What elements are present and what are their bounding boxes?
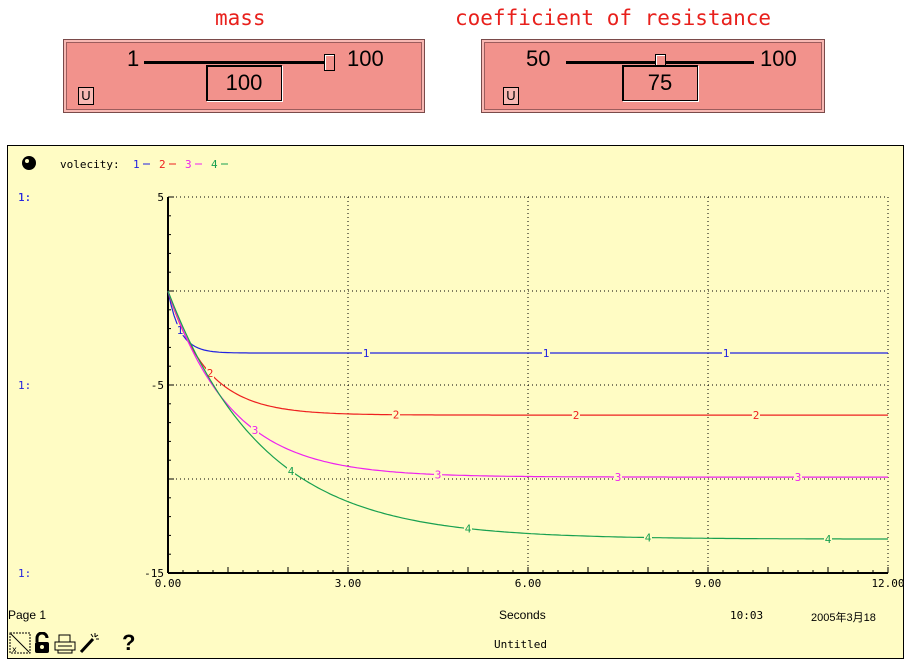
close-graph-icon[interactable]: x — [9, 632, 31, 654]
document-title: Untitled — [494, 638, 547, 651]
series-marker-bg — [542, 347, 550, 359]
series-marker-3: 3 — [252, 424, 259, 437]
series-marker-1: 1 — [723, 347, 730, 360]
y-axis-prefix: 1: — [18, 191, 31, 204]
y-tick-label: -15 — [144, 567, 164, 580]
series-marker-bg — [287, 464, 295, 476]
series-marker-bg — [614, 470, 622, 482]
time-label: 10:03 — [730, 609, 764, 622]
svg-text:x: x — [12, 645, 17, 654]
series-marker-bg — [752, 409, 760, 421]
series-marker-1: 1 — [363, 347, 370, 360]
legend-axis-prefix: 1: — [18, 191, 31, 204]
series-marker-4: 4 — [465, 523, 472, 536]
resistance-slider-title: coefficient of resistance — [455, 6, 772, 30]
series-marker-4: 4 — [825, 533, 832, 546]
y-axis-prefix: 1: — [18, 567, 31, 580]
mass-slider-title: mass — [215, 6, 266, 30]
graph-type-icon[interactable] — [22, 156, 36, 170]
series-marker-4: 4 — [288, 465, 295, 478]
series-line-3 — [167, 290, 888, 478]
mass-value-field[interactable]: 100 — [206, 65, 282, 101]
resistance-u-button[interactable]: U — [503, 87, 519, 105]
x-tick-label: 3.00 — [335, 577, 362, 590]
series-marker-3: 3 — [435, 469, 442, 482]
legend-entry-3: 3 — [185, 158, 192, 171]
legend-entry-2: 2 — [159, 158, 166, 171]
series-marker-bg — [794, 471, 802, 483]
series-marker-1: 1 — [177, 324, 184, 337]
series-marker-bg — [722, 347, 730, 359]
series-marker-2: 2 — [573, 409, 580, 422]
print-icon[interactable] — [54, 634, 76, 654]
series-marker-bg — [206, 367, 214, 379]
magic-wand-icon[interactable] — [78, 632, 100, 654]
y-tick-label: -5 — [151, 379, 164, 392]
help-icon[interactable]: ? — [122, 630, 136, 655]
legend-label: volecity: — [60, 158, 120, 171]
legend-entry-4: 4 — [211, 158, 218, 171]
series-marker-bg — [434, 468, 442, 480]
mass-slider[interactable]: 1 100 100 U — [63, 39, 425, 113]
x-tick-label: 12.00 — [871, 577, 903, 590]
x-tick-label: 0.00 — [155, 577, 182, 590]
series-marker-bg — [644, 531, 652, 543]
graph-panel: 1 1 1 1 2 2 2 2 3 3 3 3 4 4 4 4 0.00 3.00 6.00 9.00 12.00 5 1… — [7, 145, 904, 659]
mass-max-label: 100 — [347, 46, 384, 71]
x-tick-label: 9.00 — [695, 577, 722, 590]
mass-u-button[interactable]: U — [78, 87, 94, 105]
legend-entry-1: 1 — [133, 158, 140, 171]
series-marker-bg — [251, 424, 259, 436]
y-axis-prefix: 1: — [18, 379, 31, 392]
series-marker-bg — [572, 409, 580, 421]
series-marker-1: 1 — [543, 347, 550, 360]
mass-min-label: 1 — [127, 46, 140, 71]
x-tick-label: 6.00 — [515, 577, 542, 590]
resistance-slider[interactable]: 50 100 75 U — [481, 39, 825, 113]
x-axis-title: Seconds — [499, 608, 546, 622]
series-line-1 — [167, 290, 888, 354]
series-marker-2: 2 — [753, 409, 760, 422]
series-line-2 — [167, 290, 888, 416]
mass-slider-track[interactable] — [144, 61, 334, 64]
series-marker-3: 3 — [795, 471, 802, 484]
series-marker-bg — [824, 532, 832, 544]
velocity-chart: 1 1 1 1 2 2 2 2 3 3 3 3 4 4 4 4 0.00 3.00 6.00 9.00 12.00 5 1… — [18, 156, 903, 590]
series-marker-bg — [176, 324, 184, 336]
series-marker-bg — [392, 408, 400, 420]
y-tick-label: 5 — [157, 191, 164, 204]
series-marker-2: 2 — [207, 367, 214, 380]
series-marker-2: 2 — [393, 409, 400, 422]
page-label: Page 1 — [8, 608, 47, 622]
resistance-max-label: 100 — [760, 46, 797, 71]
series-marker-4: 4 — [645, 532, 652, 545]
series-marker-3: 3 — [615, 471, 622, 484]
series-marker-bg — [464, 522, 472, 534]
series-marker-bg — [362, 347, 370, 359]
lock-icon[interactable] — [34, 632, 50, 654]
resistance-min-label: 50 — [526, 46, 551, 71]
resistance-value-field[interactable]: 75 — [622, 65, 698, 101]
mass-slider-thumb[interactable] — [324, 54, 335, 71]
date-label: 2005年3月18 — [811, 612, 876, 624]
